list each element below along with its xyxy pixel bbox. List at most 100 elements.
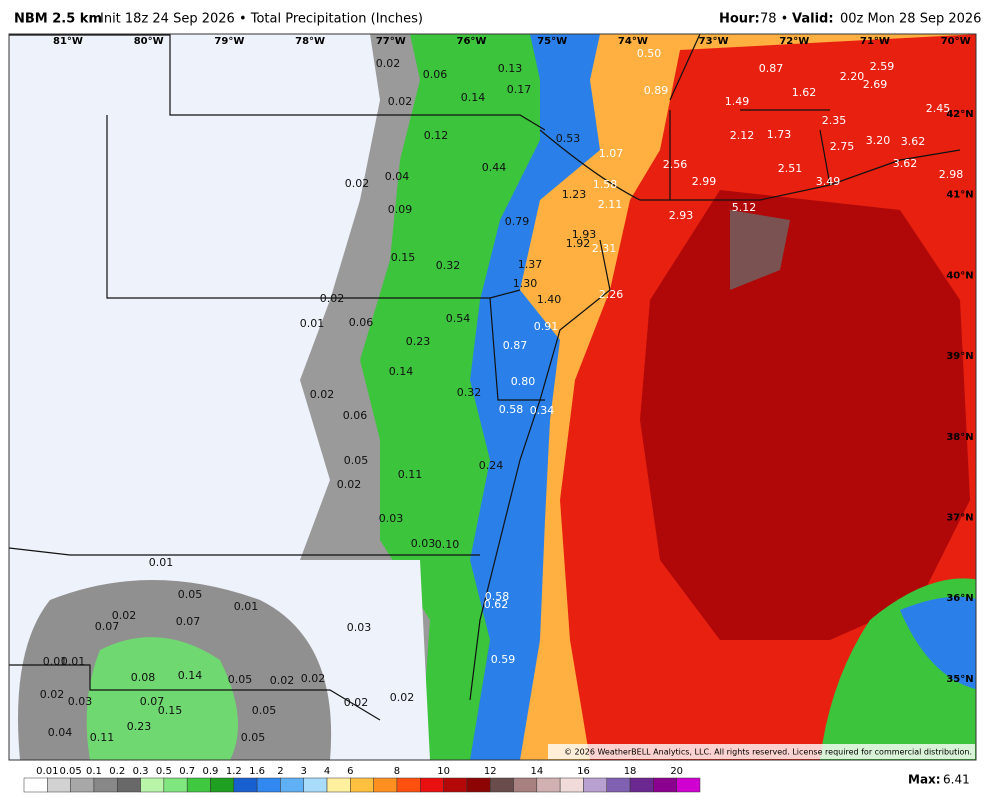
longitude-label: 80°W — [134, 36, 164, 47]
precip-value: 0.32 — [457, 386, 482, 399]
legend-label: 1.2 — [226, 766, 242, 777]
precip-value: 2.56 — [663, 158, 688, 171]
legend-swatch — [396, 777, 421, 793]
precip-value: 0.07 — [176, 615, 201, 628]
precip-value: 0.34 — [530, 404, 555, 417]
legend-swatch — [210, 777, 235, 793]
precip-value: 0.04 — [385, 170, 410, 183]
precip-value: 1.93 — [572, 228, 597, 241]
precip-value: 0.02 — [320, 292, 345, 305]
precip-value: 0.07 — [95, 620, 120, 633]
precip-value: 1.58 — [593, 178, 618, 191]
precip-value: 0.05 — [344, 454, 369, 467]
precip-value: 0.03 — [379, 512, 404, 525]
legend-swatch — [186, 777, 211, 793]
precip-value: 0.80 — [511, 375, 536, 388]
hour-value: 78 • — [760, 12, 788, 27]
legend-swatch — [70, 777, 95, 793]
legend-label: 0.1 — [86, 766, 102, 777]
latitude-label: 35°N — [946, 674, 973, 685]
precip-value: 0.09 — [388, 203, 413, 216]
legend-label: 4 — [324, 766, 330, 777]
precip-value: 0.02 — [337, 478, 362, 491]
precip-value: 2.75 — [830, 140, 855, 153]
header-info: Init 18z 24 Sep 2026 • Total Precipitati… — [100, 12, 423, 27]
precip-value: 2.26 — [599, 288, 624, 301]
precip-value: 0.87 — [503, 339, 528, 352]
precip-value: 0.10 — [435, 538, 460, 551]
max-value: 6.41 — [943, 773, 970, 787]
precip-value: 0.02 — [40, 688, 65, 701]
legend-swatch — [47, 777, 71, 793]
latitude-label: 37°N — [946, 513, 973, 524]
legend-swatch — [373, 777, 398, 793]
latitude-label: 41°N — [946, 190, 973, 201]
legend-swatch — [280, 777, 304, 793]
precip-value: 1.92 — [566, 237, 591, 250]
precip-value: 0.14 — [461, 91, 486, 104]
precip-value: 1.62 — [792, 86, 817, 99]
precip-value: 0.62 — [484, 598, 509, 611]
precip-value: 0.24 — [479, 459, 504, 472]
legend-swatch — [443, 777, 468, 793]
precip-value: 0.06 — [349, 316, 374, 329]
legend-swatch — [420, 777, 444, 793]
precip-value: 0.02 — [390, 691, 415, 704]
precip-value: 0.15 — [158, 704, 183, 717]
precip-value: 0.05 — [178, 588, 203, 601]
precip-value: 0.01 — [43, 655, 68, 668]
precip-value: 1.40 — [537, 293, 562, 306]
legend-label: 6 — [347, 766, 353, 777]
legend-swatch — [23, 777, 48, 793]
precip-value: 0.05 — [252, 704, 277, 717]
legend-label: 8 — [394, 766, 400, 777]
precip-value: 2.20 — [840, 70, 865, 83]
precip-value: 0.06 — [343, 409, 368, 422]
precip-blue-sw — [900, 596, 976, 689]
legend-swatch — [676, 777, 701, 793]
precip-value: 2.99 — [692, 175, 717, 188]
legend-label: 0.7 — [179, 766, 195, 777]
latitude-label: 36°N — [946, 593, 973, 604]
precip-value: 5.12 — [732, 201, 757, 214]
precip-value: 2.51 — [778, 162, 803, 175]
precip-value: 1.49 — [725, 95, 750, 108]
precip-value: 0.02 — [388, 95, 413, 108]
legend-label: 10 — [437, 766, 450, 777]
precip-value: 0.11 — [398, 468, 423, 481]
precip-value: 2.98 — [939, 168, 964, 181]
precip-value: 0.03 — [411, 537, 436, 550]
legend-swatch — [350, 777, 374, 793]
precip-value: 0.14 — [178, 669, 203, 682]
legend-swatch — [93, 777, 118, 793]
legend-label: 0.05 — [59, 766, 81, 777]
copyright-box — [548, 744, 975, 759]
legend-swatch — [583, 777, 608, 793]
precip-value: 0.12 — [424, 129, 449, 142]
copyright: © 2026 WeatherBELL Analytics, LLC. All r… — [564, 748, 972, 757]
legend-swatch — [256, 777, 281, 793]
precip-value: 0.13 — [498, 62, 523, 75]
precip-value: 0.23 — [127, 720, 152, 733]
legend-swatch — [466, 777, 491, 793]
precip-value: 2.45 — [926, 102, 951, 115]
precip-value: 2.69 — [863, 78, 888, 91]
precip-value: 0.58 — [499, 403, 524, 416]
precip-value: 0.89 — [644, 84, 669, 97]
map-frame — [8, 33, 977, 761]
precip-value: 0.59 — [491, 653, 516, 666]
legend-swatch — [629, 777, 654, 793]
valid-value: 00z Mon 28 Sep 2026 — [840, 12, 981, 27]
hour-label: Hour: — [719, 12, 760, 27]
precip-value: 3.62 — [901, 135, 926, 148]
precip-value: 0.04 — [48, 726, 73, 739]
precip-value: 1.23 — [562, 188, 587, 201]
precip-value: 0.32 — [436, 259, 461, 272]
precip-value: 0.02 — [345, 177, 370, 190]
precip-value: 2.12 — [730, 129, 755, 142]
longitude-label: 81°W — [53, 36, 83, 47]
precip-value: 3.49 — [816, 175, 841, 188]
legend-label: 2 — [277, 766, 283, 777]
precip-value: 2.59 — [870, 60, 895, 73]
